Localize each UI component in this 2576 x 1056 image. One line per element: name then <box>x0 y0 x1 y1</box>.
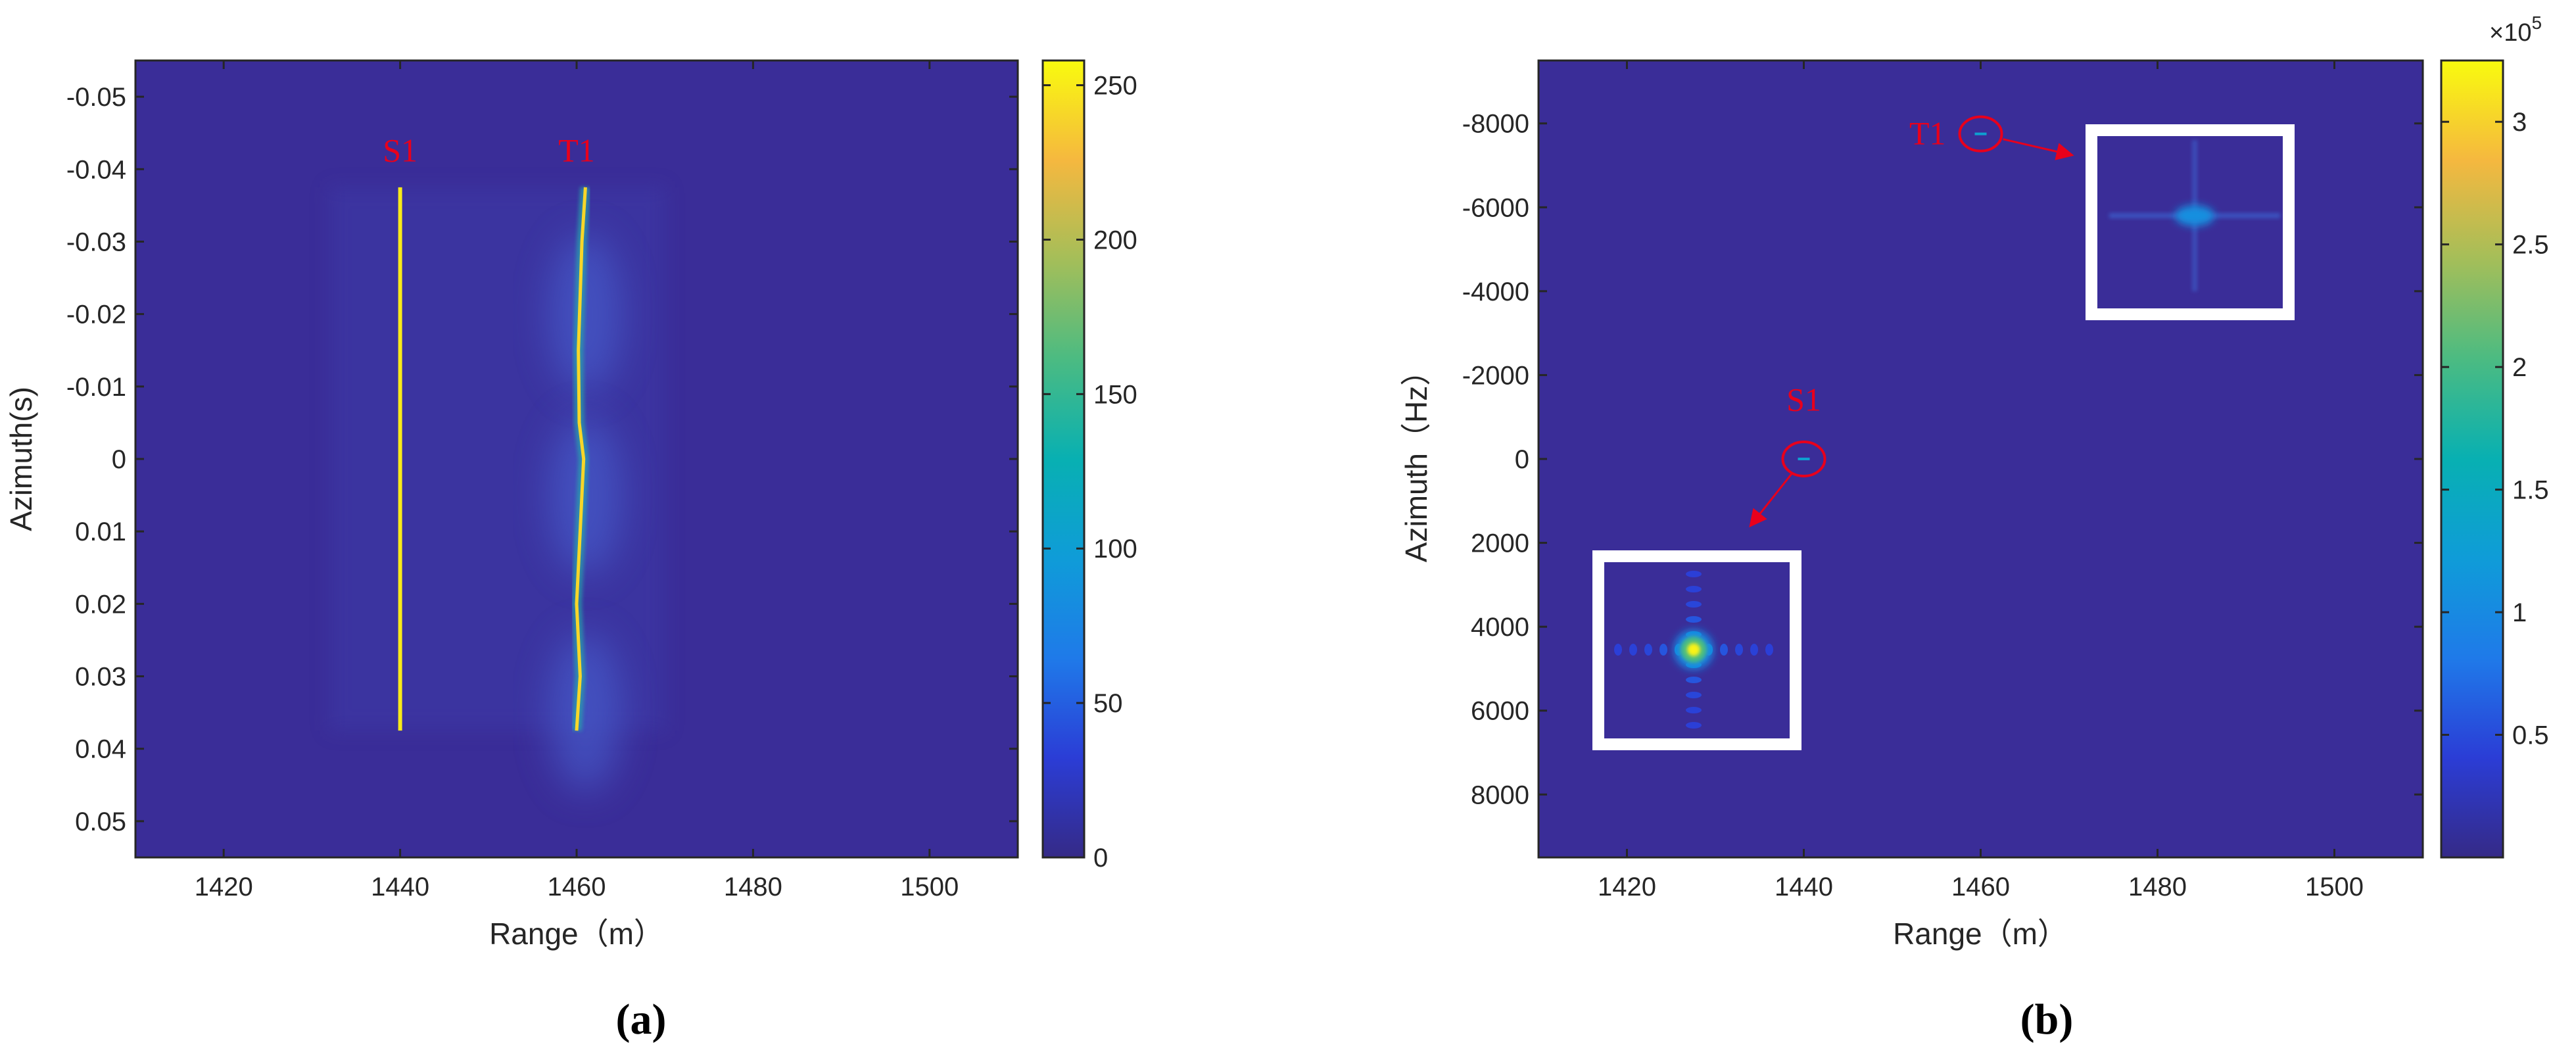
colorbar-tick-label: 150 <box>1093 380 1137 409</box>
colorbar-tick-label: 0 <box>1093 844 1108 873</box>
s1-azimuth-sidelobe <box>1686 586 1702 592</box>
panel-b-annotations: T1 S1 <box>1749 115 2074 528</box>
colorbar-tick-label: 250 <box>1093 72 1137 101</box>
point-target-t1 <box>1974 132 1987 135</box>
x-tick-label: 1480 <box>724 873 782 901</box>
s1-range-sidelobe <box>1765 644 1773 656</box>
y-tick-label: -0.03 <box>66 228 126 256</box>
x-tick-label: 1500 <box>2305 873 2364 901</box>
s1-highlight-ring <box>1781 441 1826 477</box>
panel-a-data-layer <box>329 187 665 792</box>
colorbar-tick-label: 200 <box>1093 226 1137 254</box>
y-tick-label: 2000 <box>1471 529 1529 558</box>
panel-b-y-axis-label: Azimuth（Hz） <box>1399 356 1433 562</box>
x-tick-label: 1440 <box>1775 873 1833 901</box>
s1-range-sidelobe <box>1659 644 1667 656</box>
y-tick-label: -0.01 <box>66 373 126 402</box>
colorbar-tick-label: 50 <box>1093 689 1123 718</box>
panel-a-colorbar-ticks: 0 50 100 150 200 250 <box>1043 72 1137 873</box>
y-tick-label: -6000 <box>1462 193 1529 222</box>
panel-b-data-layer <box>1798 132 1987 460</box>
t1-mainlobe <box>2175 205 2214 226</box>
y-tick-label: -4000 <box>1462 277 1529 306</box>
target-label-t1: T1 <box>1909 115 1946 152</box>
t1-inset-response <box>2109 140 2280 291</box>
panel-b-x-ticks: 1420 1440 1460 1480 1500 <box>1598 60 2364 901</box>
panel-a-label: (a) <box>616 996 667 1044</box>
y-tick-label: 0.05 <box>75 807 126 836</box>
y-tick-label: -0.05 <box>66 83 126 112</box>
colorbar-tick-label: 100 <box>1093 535 1137 564</box>
y-tick-label: 4000 <box>1471 613 1529 642</box>
x-tick-label: 1440 <box>371 873 429 901</box>
y-tick-label: -0.04 <box>66 155 126 184</box>
t1-zoom-arrow <box>2003 138 2074 160</box>
s1-range-sidelobe <box>1614 644 1622 656</box>
y-tick-label: 0.02 <box>75 590 126 619</box>
t1-zoom-inset <box>2086 124 2295 320</box>
colorbar-tick-label: 1.5 <box>2512 476 2549 505</box>
target-label-t1: T1 <box>558 132 595 169</box>
panel-b-colorbar <box>2440 59 2504 859</box>
panel-a-y-axis-label: Azimuth(s) <box>4 387 38 531</box>
s1-range-sidelobe <box>1629 644 1637 656</box>
colorbar-tick-label: 2.5 <box>2512 231 2549 260</box>
panel-b-colorbar-ticks: 0.5 1 1.5 2 2.5 3 <box>2441 108 2549 750</box>
x-tick-label: 1420 <box>1598 873 1656 901</box>
y-tick-label: 0.01 <box>75 517 126 546</box>
panel-a-annotations: S1 T1 <box>383 132 595 169</box>
x-tick-label: 1480 <box>2128 873 2187 901</box>
s1-azimuth-sidelobe <box>1686 692 1702 698</box>
s1-zoom-arrow <box>1749 473 1793 528</box>
y-tick-label: 0.04 <box>75 735 126 764</box>
s1-azimuth-sidelobe <box>1686 616 1702 623</box>
panel-b-colorbar-exponent: ×105 <box>2489 12 2542 47</box>
t1-halo <box>549 633 622 792</box>
x-tick-label: 1460 <box>548 873 606 901</box>
panel-a-y-ticks: -0.05 -0.04 -0.03 -0.02 -0.01 0 0.01 0.02 0.03 0.… <box>66 83 1018 836</box>
y-tick-label: 0.03 <box>75 663 126 692</box>
x-tick-label: 1500 <box>900 873 959 901</box>
s1-azimuth-sidelobe <box>1686 707 1702 713</box>
y-tick-label: 0 <box>112 445 126 474</box>
s1-range-sidelobe <box>1644 644 1652 656</box>
s1-azimuth-sidelobe <box>1686 722 1702 729</box>
s1-azimuth-sidelobe <box>1686 571 1702 577</box>
panel-b-label: (b) <box>2020 996 2074 1044</box>
s1-range-sidelobe <box>1735 644 1743 656</box>
colorbar-tick-label: 3 <box>2512 108 2527 137</box>
panel-a: 1420 1440 1460 1480 1500 -0.05-0.04-0.03-0.0… <box>4 59 1137 1044</box>
y-tick-label: -8000 <box>1462 110 1529 139</box>
target-label-s1: S1 <box>1786 381 1821 418</box>
y-tick-label: 0 <box>1515 445 1529 474</box>
x-tick-label: 1420 <box>195 873 253 901</box>
panel-a-x-axis-label: Range（m） <box>489 917 664 951</box>
point-target-s1 <box>1798 458 1810 460</box>
target-label-s1: S1 <box>383 132 417 169</box>
s1-inset-response <box>1614 571 1773 729</box>
s1-range-sidelobe <box>1750 644 1758 656</box>
s1-azimuth-sidelobe <box>1686 601 1702 608</box>
t1-halo <box>549 235 622 393</box>
s1-azimuth-sidelobe <box>1686 677 1702 683</box>
s1-range-sidelobe <box>1720 644 1728 656</box>
t1-highlight-ring <box>1958 115 2003 153</box>
s1-zoom-inset <box>1592 550 1801 750</box>
panel-b-x-axis-label: Range（m） <box>1893 917 2068 951</box>
y-tick-label: 8000 <box>1471 780 1529 809</box>
colorbar-tick-label: 0.5 <box>2512 721 2549 750</box>
s1-mainlobe-peak <box>1687 643 1700 656</box>
panel-a-x-ticks: 1420 1440 1460 1480 1500 <box>195 60 959 901</box>
colorbar-tick-label: 1 <box>2512 598 2527 627</box>
t1-line <box>575 187 587 731</box>
x-tick-label: 1460 <box>1951 873 2010 901</box>
y-tick-label: 6000 <box>1471 697 1529 726</box>
colorbar-tick-label: 2 <box>2512 353 2527 382</box>
y-tick-label: -2000 <box>1462 361 1529 390</box>
panel-a-colorbar <box>1041 59 1085 859</box>
y-tick-label: -0.02 <box>66 300 126 329</box>
panel-b: 1420 1440 1460 1480 1500 -8000 -6000 -4000 -200… <box>1399 12 2549 1044</box>
panel-b-y-ticks: -8000 -6000 -4000 -2000 0 2000 4000 6000 8000 <box>1462 110 2423 809</box>
